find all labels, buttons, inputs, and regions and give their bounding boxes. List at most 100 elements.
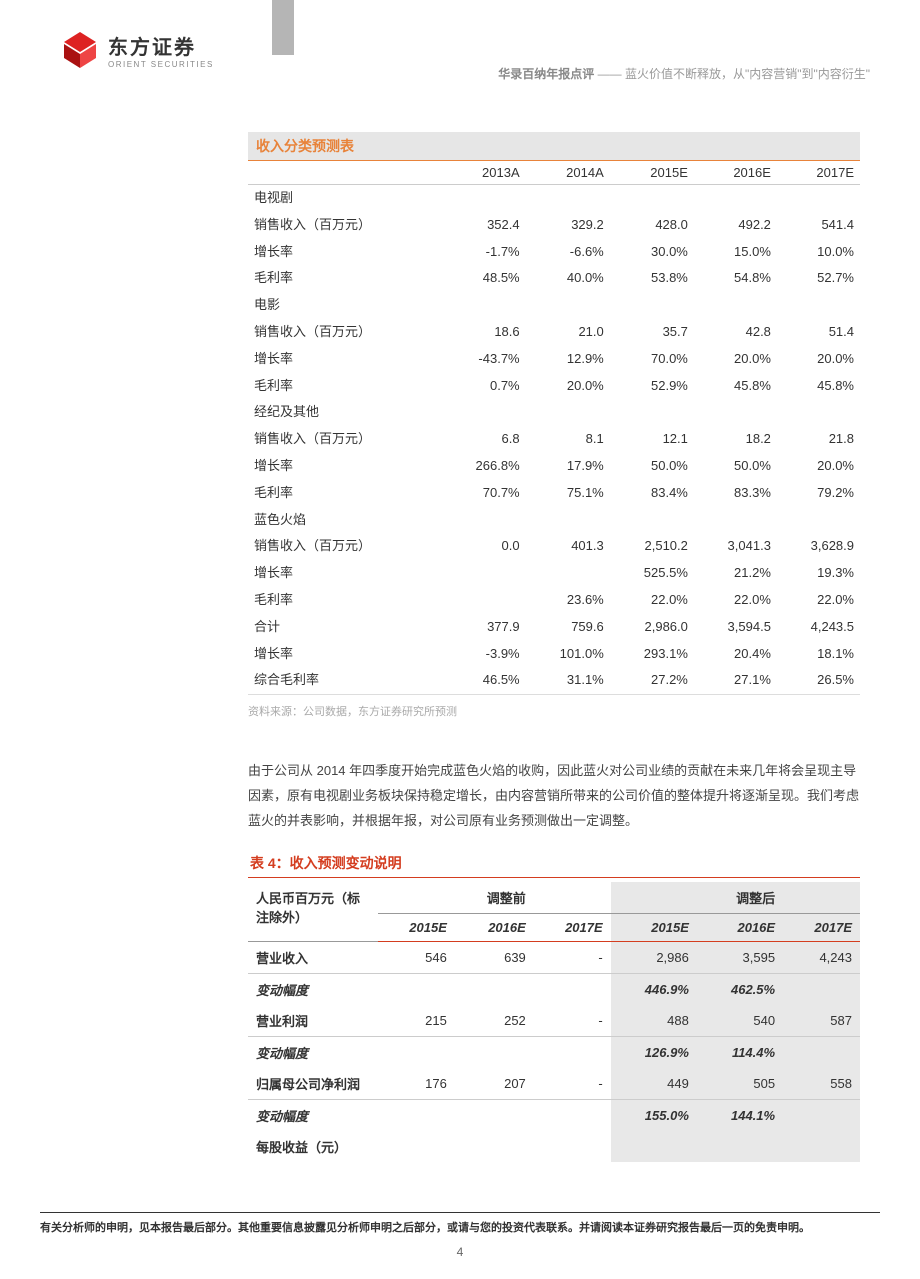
t2-cell: 126.9% [611, 1037, 697, 1069]
t2-cell [611, 1131, 697, 1162]
t2-cell: 546 [378, 942, 455, 974]
t2-year-header: 2016E [697, 914, 783, 942]
t1-cell: 52.7% [777, 265, 860, 292]
t1-cell: 266.8% [442, 453, 526, 480]
t1-col-header: 2015E [610, 161, 694, 185]
t1-cell: 17.9% [526, 453, 610, 480]
t1-cell: 54.8% [694, 265, 777, 292]
t1-cell: 20.0% [694, 346, 777, 373]
t2-cell [455, 974, 534, 1006]
t2-group-before: 调整前 [455, 882, 534, 914]
t1-section-label: 电视剧 [248, 185, 860, 212]
t1-total-cell: 31.1% [526, 667, 610, 694]
t1-total-cell: 合计 [248, 614, 442, 641]
t1-cell: 329.2 [526, 212, 610, 239]
t1-total-cell: 增长率 [248, 641, 442, 668]
t1-cell: 毛利率 [248, 265, 442, 292]
t1-cell: 0.7% [442, 373, 526, 400]
t1-cell: 销售收入（百万元） [248, 319, 442, 346]
t2-year-header: 2017E [783, 914, 860, 942]
t1-cell: 22.0% [777, 587, 860, 614]
t1-cell: 22.0% [610, 587, 694, 614]
t1-cell: 毛利率 [248, 587, 442, 614]
t2-cell [783, 1037, 860, 1069]
t1-total-cell: 20.4% [694, 641, 777, 668]
t1-total-cell: 759.6 [526, 614, 610, 641]
t2-cell: - [534, 1068, 611, 1100]
t2-cell: 2,986 [611, 942, 697, 974]
t1-total-cell: 27.2% [610, 667, 694, 694]
t2-cell [534, 1037, 611, 1069]
t2-cell: 462.5% [697, 974, 783, 1006]
t1-col-header: 2017E [777, 161, 860, 185]
t1-cell: 21.8 [777, 426, 860, 453]
t1-cell: 3,628.9 [777, 533, 860, 560]
t1-total-cell: 46.5% [442, 667, 526, 694]
t2-cell: 449 [611, 1068, 697, 1100]
t2-row-label: 每股收益（元） [248, 1131, 378, 1162]
t1-cell: 2,510.2 [610, 533, 694, 560]
t1-cell: 12.1 [610, 426, 694, 453]
t1-section-label: 电影 [248, 292, 860, 319]
t1-cell: 70.7% [442, 480, 526, 507]
logo-text-cn: 东方证券 [108, 31, 214, 60]
t2-cell: 540 [697, 1005, 783, 1037]
t1-cell: 35.7 [610, 319, 694, 346]
t2-row-label: 营业收入 [248, 942, 378, 974]
t1-cell: 增长率 [248, 560, 442, 587]
t1-total-cell: 4,243.5 [777, 614, 860, 641]
t1-cell: 19.3% [777, 560, 860, 587]
report-title-sub: 蓝火价值不断释放，从"内容营销"到"内容衍生" [625, 67, 870, 81]
t1-cell: 20.0% [526, 373, 610, 400]
t2-cell [697, 1131, 783, 1162]
page-header: 东方证券 ORIENT SECURITIES 华录百纳年报点评 —— 蓝火价值不… [0, 0, 920, 92]
page-number: 4 [0, 1235, 920, 1279]
t2-year-header: 2017E [534, 914, 611, 942]
t1-cell: 21.0 [526, 319, 610, 346]
t2-cell [783, 1131, 860, 1162]
t1-cell: 6.8 [442, 426, 526, 453]
forecast-change-table: 人民币百万元（标注除外） 调整前 调整后 2015E2016E2017E2015… [248, 882, 860, 1162]
t1-total-cell: 3,594.5 [694, 614, 777, 641]
t2-row-label: 营业利润 [248, 1005, 378, 1037]
t1-cell: 8.1 [526, 426, 610, 453]
t1-cell: 销售收入（百万元） [248, 212, 442, 239]
t1-cell: 492.2 [694, 212, 777, 239]
report-title-bold: 华录百纳年报点评 [498, 67, 594, 81]
report-title-sep: —— [598, 67, 622, 81]
logo-text-en: ORIENT SECURITIES [108, 60, 214, 69]
t2-unit-label: 人民币百万元（标注除外） [248, 882, 378, 942]
t1-cell: 45.8% [694, 373, 777, 400]
t1-total-cell: 2,986.0 [610, 614, 694, 641]
t2-group-after: 调整后 [697, 882, 783, 914]
t2-cell: 587 [783, 1005, 860, 1037]
t1-cell: 12.9% [526, 346, 610, 373]
t1-cell: 10.0% [777, 239, 860, 266]
t2-row-label: 归属母公司净利润 [248, 1068, 378, 1100]
t1-cell: 352.4 [442, 212, 526, 239]
t1-section-label: 经纪及其他 [248, 399, 860, 426]
t1-cell: 0.0 [442, 533, 526, 560]
footer-disclaimer: 有关分析师的申明，见本报告最后部分。其他重要信息披露见分析师申明之后部分，或请与… [40, 1212, 880, 1235]
table1-source: 资料来源：公司数据，东方证券研究所预测 [248, 695, 860, 719]
t1-cell: 增长率 [248, 239, 442, 266]
t2-row-label: 变动幅度 [248, 974, 378, 1006]
t1-cell [442, 560, 526, 587]
report-title: 华录百纳年报点评 —— 蓝火价值不断释放，从"内容营销"到"内容衍生" [498, 30, 890, 82]
t2-cell [534, 1131, 611, 1162]
t1-cell: 525.5% [610, 560, 694, 587]
t1-cell: 18.6 [442, 319, 526, 346]
t2-cell: 207 [455, 1068, 534, 1100]
table2-caption: 表 4：收入预测变动说明 [248, 849, 860, 878]
t1-cell: 48.5% [442, 265, 526, 292]
t1-cell: 83.4% [610, 480, 694, 507]
t1-cell: 541.4 [777, 212, 860, 239]
t1-cell: 毛利率 [248, 480, 442, 507]
t1-col-header [248, 161, 442, 185]
t1-cell: 增长率 [248, 346, 442, 373]
t1-cell: 毛利率 [248, 373, 442, 400]
t2-cell [455, 1100, 534, 1132]
top-decorative-bar [272, 0, 294, 55]
t1-cell: 79.2% [777, 480, 860, 507]
t1-cell: 15.0% [694, 239, 777, 266]
